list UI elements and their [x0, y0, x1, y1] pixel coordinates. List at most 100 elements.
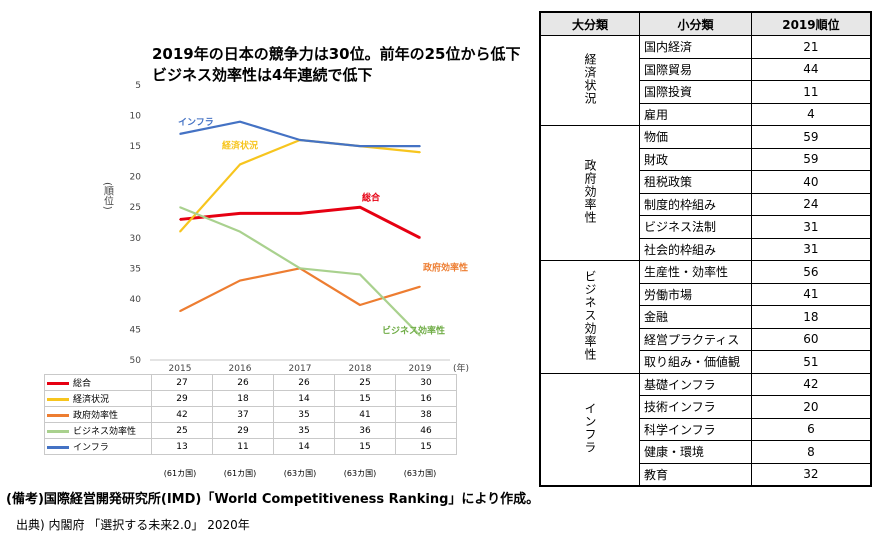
source-note: (備考)国際経営開発研究所(IMD)「World Competitiveness…	[6, 492, 540, 507]
series-label-business: ビジネス効率性	[382, 325, 445, 337]
series-2-point-0	[179, 310, 181, 312]
sub-category-cell: 健康・環境	[639, 440, 752, 464]
sub-category-cell: 国際投資	[639, 80, 752, 104]
y-tick-label-6: 35	[130, 264, 141, 274]
rank-value-cell: 11	[750, 80, 872, 104]
data-table-row: 政府効率性 42 37 35 41 38	[44, 406, 457, 423]
data-table-value: 26	[212, 374, 274, 391]
ranking-row: 政府効率性 物価 59	[539, 125, 872, 261]
data-table-value: 26	[273, 374, 335, 391]
series-0-point-3	[359, 206, 361, 209]
rank-value-cell: 20	[750, 395, 872, 419]
rank-value-cell: 51	[750, 350, 872, 374]
rank-value-cell: 56	[750, 260, 872, 284]
data-table-value: 15	[334, 390, 396, 407]
sub-category-cell: 国際貿易	[639, 57, 752, 81]
sub-category-cell: 金融	[639, 305, 752, 329]
sub-category-cell: 制度的枠組み	[639, 192, 752, 216]
rank-value-cell: 24	[750, 192, 872, 216]
sub-category-cell: 労働市場	[639, 282, 752, 306]
rank-value-cell: 31	[750, 215, 872, 239]
rank-value-cell: 18	[750, 305, 872, 329]
chart-data-table: 総合 27 26 26 25 30 経済状況 29 18 14 15 16 政府効率性 42 37 35 41 3…	[44, 374, 457, 455]
series-label-economy: 経済状況	[222, 139, 258, 151]
rank-value-cell: 6	[750, 417, 872, 441]
x-tick-label-0: 2015	[169, 364, 192, 374]
rank-value-cell: 40	[750, 170, 872, 194]
series-1-point-1	[239, 163, 241, 166]
series-3-point-4	[419, 334, 421, 337]
series-1-point-0	[179, 230, 181, 233]
ranking-row: ビジネス効率性 生産性・効率性 56	[539, 260, 872, 374]
ranking-row: 制度的枠組み 24	[540, 192, 872, 216]
rank-value-cell: 21	[750, 35, 872, 59]
data-table-value: 35	[273, 406, 335, 423]
series-2-point-3	[359, 304, 361, 306]
sub-category-cell: 租税政策	[639, 170, 752, 194]
country-count-label: (63カ国)	[283, 469, 317, 478]
y-tick-label-4: 25	[130, 203, 141, 213]
sub-category-cell: 基礎インフラ	[639, 372, 752, 396]
data-table-series-cell: インフラ	[44, 438, 152, 455]
x-unit-label: (年)	[453, 362, 469, 374]
sub-category-cell: 社会的枠組み	[639, 237, 752, 261]
major-category-cell: インフラ	[539, 372, 640, 487]
sub-category-cell: 教育	[639, 462, 752, 487]
y-tick-label-3: 20	[130, 173, 142, 183]
data-table-row: 経済状況 29 18 14 15 16	[44, 390, 457, 407]
data-table-value: 14	[273, 438, 335, 455]
data-table-value: 18	[212, 390, 274, 407]
major-category-cell: ビジネス効率性	[539, 260, 640, 374]
legend-label: ビジネス効率性	[73, 427, 137, 437]
ranking-row: インフラ 基礎インフラ 42	[539, 372, 872, 487]
series-4-point-0	[179, 133, 181, 135]
data-table-value: 35	[273, 422, 335, 439]
series-2-point-4	[419, 285, 421, 288]
y-tick-label-2: 15	[130, 142, 141, 152]
series-3-point-2	[299, 267, 301, 270]
data-table-value: 11	[212, 438, 274, 455]
data-table-series-cell: 政府効率性	[44, 406, 152, 423]
series-3-point-1	[239, 230, 241, 233]
sub-category-cell: 物価	[639, 125, 752, 149]
ranking-row: ビジネス法制 31	[540, 215, 872, 239]
series-4-point-2	[299, 139, 301, 141]
data-table-row: ビジネス効率性 25 29 35 36 46	[44, 422, 457, 439]
data-table-value: 25	[334, 374, 396, 391]
major-category-label: インフラ	[583, 401, 597, 454]
ranking-row: 教育 32	[540, 462, 872, 487]
rank-value-cell: 59	[750, 125, 872, 149]
x-tick-label-2: 2017	[289, 364, 312, 374]
sub-category-cell: ビジネス法制	[639, 215, 752, 239]
data-table-value: 16	[395, 390, 457, 407]
legend-swatch	[47, 446, 69, 449]
ranking-row: 経済状況 国内経済 21	[539, 35, 872, 126]
data-table-series-cell: 総合	[44, 374, 152, 391]
data-table-series-cell: ビジネス効率性	[44, 422, 152, 439]
origin-note: 出典) 内閣府 「選択する未来2.0」 2020年	[16, 518, 250, 532]
sub-category-cell: 国内経済	[639, 35, 752, 59]
data-table-value: 15	[334, 438, 396, 455]
series-line-3	[179, 206, 421, 337]
y-tick-label-8: 45	[130, 325, 141, 335]
y-axis-label: (順位)	[102, 182, 114, 210]
ranking-table: 大分類 小分類 2019順位 経済状況 国内経済 21 国際貿易 44 国際投資 11 雇用 4…	[539, 11, 872, 487]
chart-title-line2: ビジネス効率性は4年連続で低下	[152, 66, 373, 84]
legend-label: 政府効率性	[73, 411, 119, 421]
header-sub: 小分類	[639, 11, 752, 36]
sub-category-cell: 科学インフラ	[639, 417, 752, 441]
data-table-value: 25	[151, 422, 213, 439]
data-table-value: 36	[334, 422, 396, 439]
ranking-row: 取り組み・価値観 51	[540, 350, 872, 374]
rank-value-cell: 60	[750, 327, 872, 351]
series-3-point-0	[179, 206, 181, 209]
data-table-value: 42	[151, 406, 213, 423]
sub-category-cell: 技術インフラ	[639, 395, 752, 419]
header-major: 大分類	[539, 11, 640, 36]
ranking-row: 財政 59	[540, 147, 872, 171]
data-table-value: 14	[273, 390, 335, 407]
rank-value-cell: 4	[750, 102, 872, 126]
country-count-label: (61カ国)	[163, 469, 197, 478]
ranking-line-chart: 5 10 15 20 25 30 35 40 45 50 (順位) 2015 2016 2017 2018 2…	[102, 81, 470, 374]
rank-value-cell: 32	[750, 462, 872, 487]
